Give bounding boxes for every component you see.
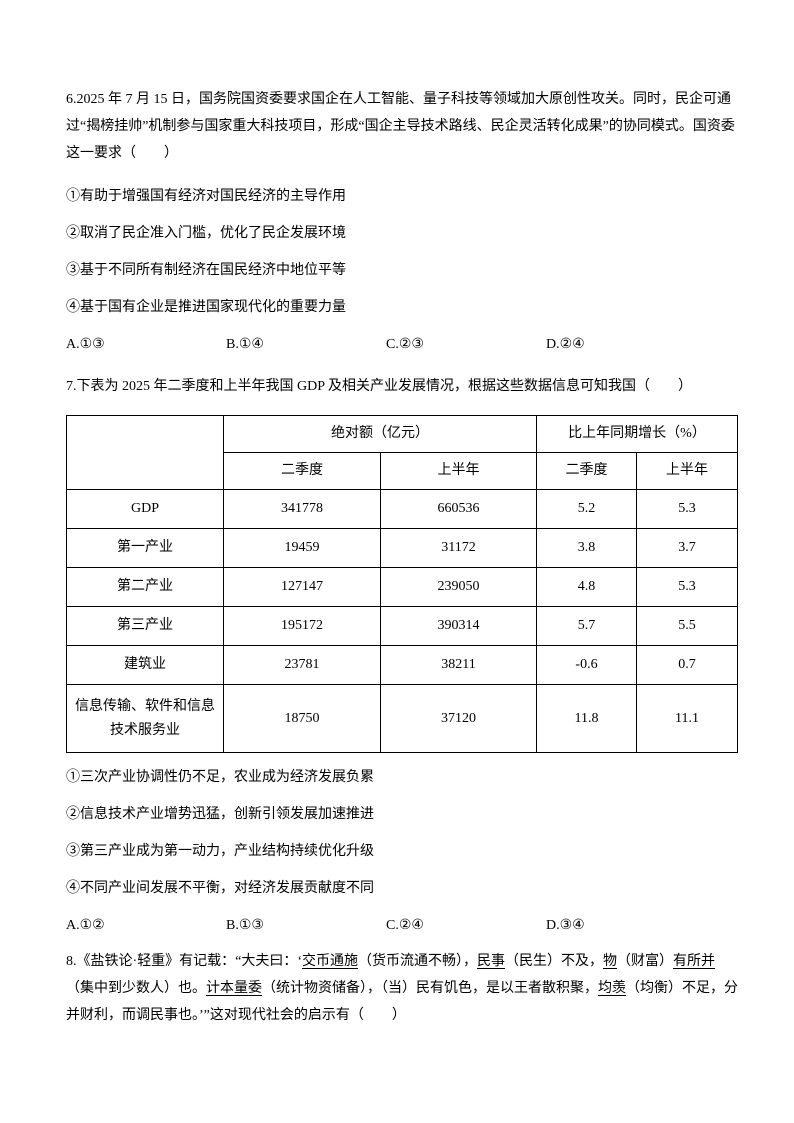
stem-segment: （货币流通不畅）， [358,954,478,969]
table-colgroup-absolute: 绝对额（亿元） [223,415,537,453]
stem-segment-underlined: 均羡 [598,981,626,996]
table-row-gdp: GDP 341778 660536 5.2 5.3 [66,489,739,529]
table-cell: 18750 [223,684,381,753]
table-colgroup-growth: 比上年同期增长（%） [535,415,739,453]
table-subheader-h1-growth: 上半年 [635,452,739,490]
table-cell: 11.8 [536,684,637,753]
table-row-construction: 建筑业 23781 38211 -0.6 0.7 [66,645,739,685]
question-7-answer-c: C.②④ [386,918,424,933]
gdp-table: 绝对额（亿元） 比上年同期增长（%） 二季度 上半年 二季度 上半年 GDP 3… [66,415,739,753]
stem-segment: 8.《盐铁论·轻重》有记载：“大夫曰：‘ [66,954,303,969]
question-7-answer-a: A.①② [66,918,105,933]
question-6: 6.2025 年 7 月 15 日，国务院国资委要求国企在人工智能、量子科技等领… [66,86,738,358]
stem-segment-underlined: 有所并 [673,954,716,969]
stem-segment: （财富） [617,954,674,969]
question-6-answer-d: D.②④ [546,337,585,352]
table-cell: 5.7 [536,606,637,646]
table-cell: 3.7 [635,528,739,568]
question-7-stem: 7.下表为 2025 年二季度和上半年我国 GDP 及相关产业发展情况，根据这些… [66,379,692,394]
row-label: 第二产业 [66,567,224,607]
table-row-information-services: 信息传输、软件和信息技术服务业 18750 37120 11.8 11.1 [66,684,739,753]
row-label: 信息传输、软件和信息技术服务业 [66,684,224,753]
table-cell: 5.3 [635,489,739,529]
question-6-option-1: ①有助于增强国有经济对国民经济的主导作用 [66,189,346,204]
stem-segment: （民生）不及， [505,954,604,969]
table-cell: 5.5 [635,606,739,646]
row-label: 第三产业 [66,606,224,646]
table-cell: 239050 [380,567,537,607]
stem-segment: （统计物资储备），（当）民有饥色，是以王者散积聚， [262,981,598,996]
question-6-option-2: ②取消了民企准入门槛，优化了民企发展环境 [66,226,346,241]
table-subheader-q2-abs: 二季度 [223,452,381,490]
question-6-answer-row: A.①③ B.①④ C.②③ D.②④ [66,331,738,358]
table-row-primary-industry: 第一产业 19459 31172 3.8 3.7 [66,528,739,568]
question-7-answer-row: A.①② B.①③ C.②④ D.③④ [66,912,738,939]
question-7: 7.下表为 2025 年二季度和上半年我国 GDP 及相关产业发展情况，根据这些… [66,373,739,939]
table-cell: 3.8 [536,528,637,568]
question-6-stem: 6.2025 年 7 月 15 日，国务院国资委要求国企在人工智能、量子科技等领… [66,92,735,161]
question-6-answer-a: A.①③ [66,337,105,352]
question-7-answer-b: B.①③ [226,918,264,933]
question-7-option-3: ③第三产业成为第一动力，产业结构持续优化升级 [66,844,374,859]
question-6-options: ①有助于增强国有经济对国民经济的主导作用 ②取消了民企准入门槛，优化了民企发展环… [66,183,738,321]
table-subheader-q2-growth: 二季度 [536,452,637,490]
table-cell: 195172 [223,606,381,646]
table-cell: 38211 [380,645,537,685]
table-row-secondary-industry: 第二产业 127147 239050 4.8 5.3 [66,567,739,607]
table-cell: 11.1 [635,684,739,753]
table-cell: 5.3 [635,567,739,607]
table-cell: 127147 [223,567,381,607]
stem-segment-underlined: 民事 [477,954,506,969]
table-cell: 341778 [223,489,381,529]
table-cell: 37120 [380,684,537,753]
table-subheader-h1-abs: 上半年 [380,452,537,490]
question-6-answer-c: C.②③ [386,337,424,352]
row-label: 第一产业 [66,528,224,568]
question-6-option-4: ④基于国有企业是推进国家现代化的重要力量 [66,300,346,315]
question-7-option-1: ①三次产业协调性仍不足，农业成为经济发展负累 [66,770,374,785]
question-7-options: ①三次产业协调性仍不足，农业成为经济发展负累 ②信息技术产业增势迅猛，创新引领发… [66,764,738,902]
row-label: GDP [66,489,224,529]
question-8-stem: 8.《盐铁论·轻重》有记载：“大夫曰：‘交币通施（货币流通不畅），民事（民生）不… [66,948,738,1029]
table-cell: -0.6 [536,645,637,685]
stem-segment: （均衡）不足，分并财利，而调民事也。’”这对现代社会的启示有（ ） [66,981,738,1023]
question-6-answer-b: B.①④ [226,337,264,352]
stem-segment-underlined: 计本量委 [206,981,262,996]
table-cell: 19459 [223,528,381,568]
table-cell: 31172 [380,528,537,568]
question-7-option-2: ②信息技术产业增势迅猛，创新引领发展加速推进 [66,807,374,822]
question-8: 8.《盐铁论·轻重》有记载：“大夫曰：‘交币通施（货币流通不畅），民事（民生）不… [66,948,738,1029]
table-cell: 5.2 [536,489,637,529]
stem-segment-underlined: 交币通施 [302,954,359,969]
table-cell: 390314 [380,606,537,646]
question-6-option-3: ③基于不同所有制经济在国民经济中地位平等 [66,263,346,278]
table-cell: 4.8 [536,567,637,607]
stem-segment-underlined: 物 [603,954,618,969]
table-cell: 0.7 [635,645,739,685]
table-cell: 660536 [380,489,537,529]
table-row-tertiary-industry: 第三产业 195172 390314 5.7 5.5 [66,606,739,646]
question-7-option-4: ④不同产业间发展不平衡，对经济发展贡献度不同 [66,881,374,896]
table-cell: 23781 [223,645,381,685]
question-7-answer-d: D.③④ [546,918,585,933]
row-label: 建筑业 [66,645,224,685]
table-corner-cell [66,415,224,490]
stem-segment: （集中到少数人）也。 [66,981,206,996]
